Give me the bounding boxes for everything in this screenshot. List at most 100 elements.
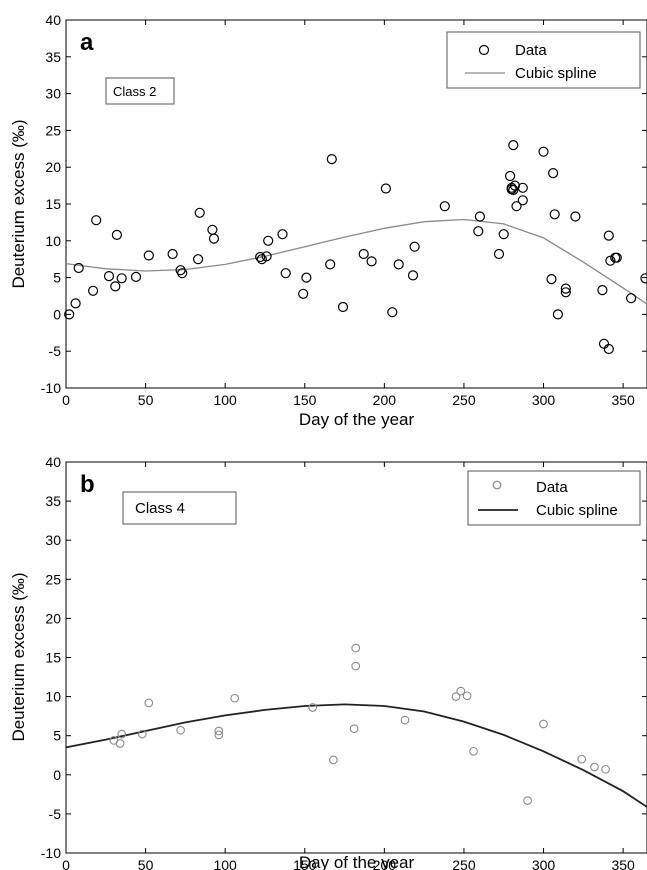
panel-b-x-tick-label: 0 bbox=[62, 857, 70, 870]
panel-b-y-tick-label: 25 bbox=[45, 571, 61, 587]
panel-a-y-tick-label: 5 bbox=[53, 270, 61, 286]
panel-a-data-point bbox=[325, 259, 336, 270]
panel-a-data-point bbox=[337, 301, 349, 313]
panel-b-x-tick-label: 50 bbox=[138, 857, 154, 870]
panel-a-data-point bbox=[177, 268, 188, 279]
panel-a-data-point bbox=[473, 226, 484, 237]
panel-a-x-tick-label: 250 bbox=[452, 392, 476, 408]
panel-a-y-tick-label: 30 bbox=[45, 86, 61, 102]
panel-b-data-point bbox=[214, 730, 224, 740]
panel-b-data-point bbox=[539, 719, 548, 729]
panel-a-x-tick-label: 200 bbox=[373, 392, 397, 408]
panel-b-data-point bbox=[601, 764, 610, 774]
panel-b-legend-data-marker bbox=[492, 480, 502, 490]
panel-b-y-tick-label: 0 bbox=[53, 767, 61, 783]
panel-a-data-point bbox=[298, 288, 309, 299]
panel-b-legend-data-label: Data bbox=[536, 479, 568, 496]
panel-a-y-tick-label: 25 bbox=[45, 122, 61, 138]
panel-a: -10 -5 0 5 10 15 20 25 30 35 40 0 50 100 150 200 250 300… bbox=[9, 12, 647, 429]
panel-a-data-point bbox=[508, 184, 519, 196]
panel-a-y-tick-label: 10 bbox=[45, 233, 61, 249]
panel-a-data-point bbox=[103, 271, 115, 282]
panel-a-y-axis-label: Deuterium excess (‰) bbox=[9, 119, 28, 288]
panel-a-data-point bbox=[70, 298, 81, 309]
panel-a-data-point bbox=[261, 251, 272, 262]
panel-b-y-tick-label: 5 bbox=[53, 728, 61, 744]
panel-a-data-point bbox=[87, 285, 99, 296]
panel-b-data-point bbox=[115, 739, 125, 748]
panel-a-data-point bbox=[611, 252, 622, 263]
panel-b-x-tick-label: 150 bbox=[293, 857, 317, 870]
panel-a-y-tick-label: 15 bbox=[45, 196, 61, 212]
panel-a-legend-data-label: Data bbox=[515, 42, 547, 59]
panel-b-data-point bbox=[351, 643, 361, 653]
panel-b-y-tick-label: 40 bbox=[45, 454, 61, 470]
panel-a-data-point bbox=[193, 254, 204, 265]
panel-b-class-box bbox=[122, 491, 237, 525]
panel-a-y-tick-label: -5 bbox=[49, 343, 62, 359]
panel-a-data-point bbox=[255, 251, 266, 263]
panel-b-data-point bbox=[176, 725, 185, 735]
panel-b-y-tick-label: 30 bbox=[45, 532, 61, 548]
panel-a-data-point bbox=[409, 241, 420, 252]
panel-a-data-point bbox=[517, 182, 528, 193]
panel-a-x-axis-label: Day of the year bbox=[299, 410, 415, 429]
panel-a-x-tick-label: 150 bbox=[293, 392, 317, 408]
panel-a-y-tick-label: 0 bbox=[53, 306, 61, 322]
panel-b-x-axis-label: Day of the year bbox=[299, 853, 415, 870]
panel-b-x-tick-label: 100 bbox=[213, 857, 237, 870]
panel-b-legend-spline-label: Cubic spline bbox=[536, 502, 618, 519]
panel-a-data-point bbox=[640, 273, 647, 284]
panel-a-data-point bbox=[517, 195, 528, 206]
panel-b-data-point bbox=[308, 703, 318, 712]
panel-a-data-point bbox=[625, 293, 637, 304]
panel-a-y-tick-label: 40 bbox=[45, 12, 61, 28]
panel-a-data-point bbox=[549, 209, 560, 220]
panel-a-data-point bbox=[280, 268, 291, 279]
panel-a-letter: a bbox=[80, 29, 94, 56]
panel-a-data-point bbox=[498, 229, 509, 240]
panel-b-y-tick-label: 10 bbox=[45, 689, 61, 705]
panel-a-data-points bbox=[64, 140, 647, 355]
panel-a-data-point bbox=[393, 259, 404, 270]
panel-b-x-ticks: 0 50 100 150 200 250 300 350 bbox=[62, 462, 635, 870]
panel-a-data-point bbox=[358, 248, 369, 260]
panel-b-x-tick-label: 350 bbox=[611, 857, 635, 870]
panel-b-legend-box bbox=[467, 470, 641, 526]
panel-a-data-point bbox=[546, 274, 557, 285]
panel-b-data-point bbox=[329, 755, 338, 765]
panel-a-y-tick-label: 35 bbox=[45, 49, 61, 65]
panel-a-data-point bbox=[301, 272, 312, 283]
panel-a-data-point bbox=[474, 211, 485, 222]
panel-a-data-point bbox=[116, 273, 127, 284]
panel-b-letter: b bbox=[80, 471, 95, 498]
panel-b-data-point bbox=[451, 692, 461, 701]
panel-a-data-point bbox=[366, 256, 377, 267]
panel-a-data-point bbox=[439, 201, 450, 212]
panel-a-legend-spline-label: Cubic spline bbox=[515, 65, 597, 82]
panel-a-data-point bbox=[511, 201, 522, 212]
panel-b-data-point bbox=[349, 724, 359, 734]
panel-b-y-tick-label: 35 bbox=[45, 493, 61, 509]
panel-b-data-point bbox=[590, 762, 599, 772]
panel-a-y-ticks: -10 -5 0 5 10 15 20 25 30 35 40 bbox=[41, 12, 647, 396]
panel-b-data-point bbox=[400, 715, 410, 725]
panel-a-data-point bbox=[603, 343, 614, 355]
panel-a-data-point bbox=[493, 248, 505, 260]
panel-a-data-point bbox=[380, 183, 391, 194]
panel-a-x-tick-label: 0 bbox=[62, 392, 70, 408]
panel-b-y-axis-label: Deuterium excess (‰) bbox=[9, 572, 28, 741]
panel-a-data-point bbox=[143, 250, 154, 261]
panel-a-data-point bbox=[560, 283, 571, 294]
panel-a-x-tick-label: 50 bbox=[138, 392, 154, 408]
panel-a-x-tick-label: 300 bbox=[532, 392, 556, 408]
panel-b-x-tick-label: 300 bbox=[532, 857, 556, 870]
panel-a-legend-data-marker bbox=[478, 44, 490, 56]
panel-a-legend-box bbox=[446, 31, 641, 89]
panel-a-data-point bbox=[110, 281, 121, 292]
panel-b-data-point bbox=[351, 661, 361, 671]
panel-a-legend: Data Cubic spline bbox=[446, 31, 641, 89]
panel-a-data-point bbox=[64, 309, 75, 320]
panel-b-data-point bbox=[144, 698, 154, 708]
panel-a-data-point bbox=[326, 154, 337, 165]
